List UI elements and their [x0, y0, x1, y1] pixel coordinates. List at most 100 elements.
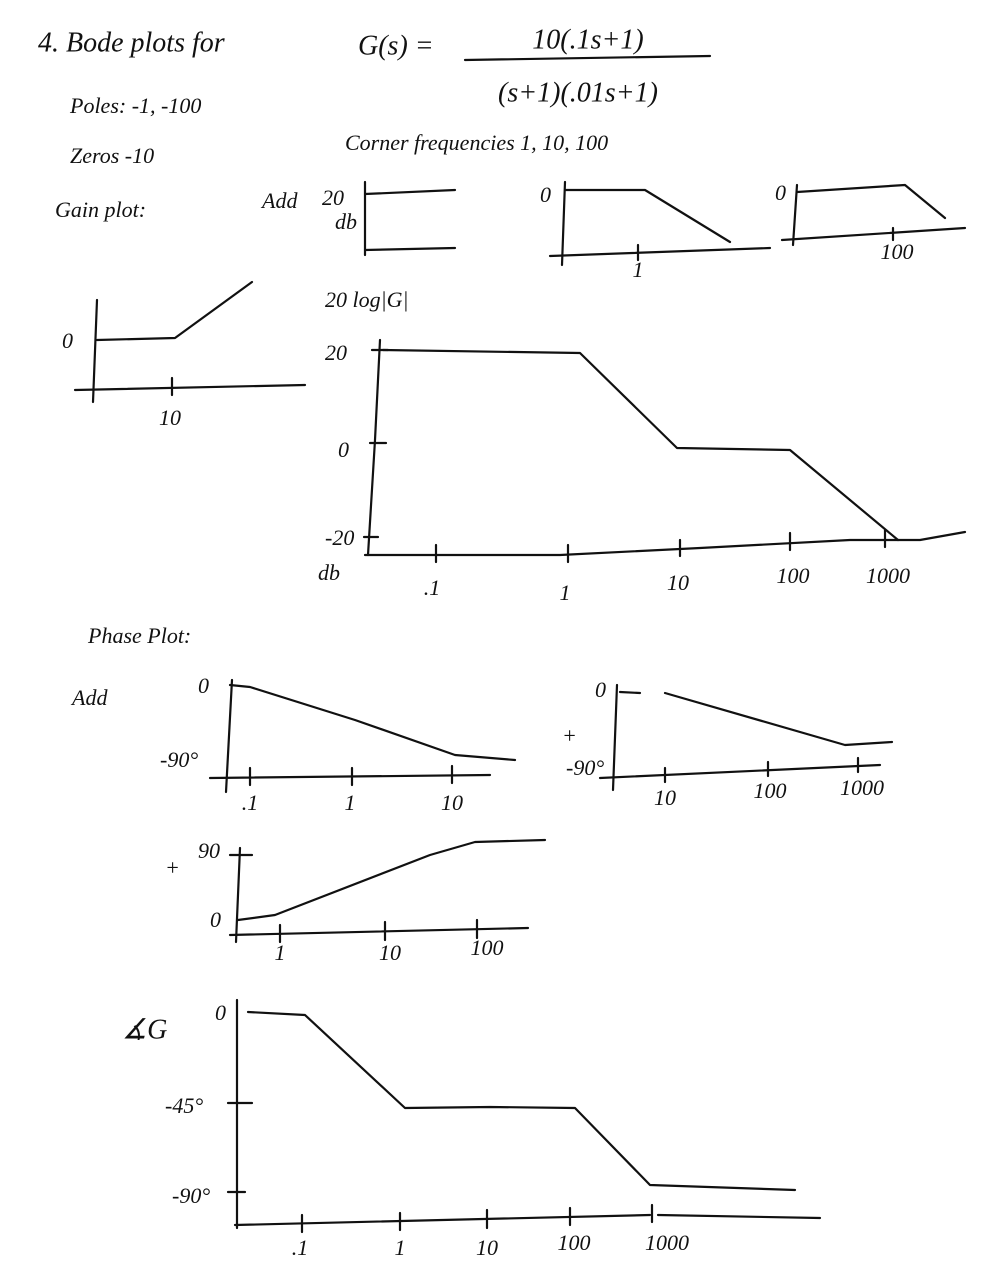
- ticks: [226, 1101, 654, 1234]
- curve: [618, 690, 642, 695]
- phase-sketch-3: + 90 0 1 10 100: [165, 838, 547, 965]
- axis: [780, 226, 967, 242]
- curve: [236, 838, 547, 922]
- gain-sketch-3: 0 100: [775, 180, 967, 264]
- axis: [598, 763, 882, 780]
- denominator: (s+1)(.01s+1): [498, 77, 658, 108]
- x-tick-label: 10: [379, 940, 401, 965]
- zeros: Zeros -10: [70, 143, 154, 168]
- numerator: 10(.1s+1): [532, 24, 643, 55]
- y-tick-label: 20: [325, 340, 347, 365]
- x-tick-label: 1000: [840, 775, 884, 800]
- axis: [791, 183, 799, 247]
- label: Add: [260, 188, 298, 213]
- x-tick-label: 10: [476, 1235, 498, 1260]
- ticks: [248, 764, 454, 787]
- x-tick-label: .1: [292, 1235, 309, 1260]
- curve: [663, 691, 894, 747]
- label: +: [562, 723, 577, 748]
- y-title: 20 log|G|: [325, 287, 409, 312]
- label: 10: [159, 405, 181, 430]
- y-tick-label: 90: [198, 838, 220, 863]
- label: db: [335, 209, 357, 234]
- ticks: [362, 348, 887, 564]
- label: 0: [62, 328, 73, 353]
- x-tick-label: 100: [558, 1230, 591, 1255]
- x-tick-label: 100: [777, 563, 810, 588]
- label: 100: [881, 239, 914, 264]
- axis: [233, 1213, 652, 1227]
- gain-main: 20 log|G| 20 0 -20 db .1 1 10 100 1000: [318, 287, 967, 605]
- poles: Poles: -1, -100: [69, 93, 201, 118]
- phase-sketch-1: 0 -90° .1 1 10: [160, 673, 517, 815]
- label: +: [165, 855, 180, 880]
- x-tick-label: 1: [275, 940, 286, 965]
- fraction-bar: [463, 54, 712, 62]
- y-tick-label: -90°: [172, 1183, 210, 1208]
- axis: [611, 683, 619, 792]
- x-tick-label: 1000: [866, 563, 910, 588]
- label: 0: [775, 180, 786, 205]
- axis: [548, 246, 772, 258]
- gain-sketch-2: 0 1: [540, 180, 772, 282]
- lhs: G(s) =: [358, 30, 434, 61]
- label: 1: [633, 257, 644, 282]
- label: Add: [70, 685, 108, 710]
- axis: [366, 338, 382, 557]
- y-tick-label: -90°: [160, 747, 198, 772]
- x-tick-label: 10: [441, 790, 463, 815]
- y-tick-label: -45°: [165, 1093, 203, 1118]
- axis: [224, 678, 234, 794]
- y-unit: db: [318, 560, 340, 585]
- y-tick-label: -90°: [566, 755, 604, 780]
- x-tick-label: 10: [667, 570, 689, 595]
- y-tick-label: 0: [338, 437, 349, 462]
- x-tick-label: 1: [345, 790, 356, 815]
- x-tick-label: 100: [754, 778, 787, 803]
- y-tick-label: 0: [198, 673, 209, 698]
- label: 0: [540, 182, 551, 207]
- y-title: ∡G: [122, 1014, 167, 1045]
- phase-total: ∡G 0 -45° -90° .1 1 10 100 1000: [122, 998, 822, 1260]
- curve: [246, 1010, 797, 1192]
- title: 4. Bode plots for: [38, 27, 225, 58]
- ticks: [228, 853, 479, 944]
- gain-sketch-4: 0 10: [62, 280, 307, 430]
- curve: [381, 348, 900, 542]
- y-tick-label: -20: [325, 525, 354, 550]
- phase-sketch-2: + 0 -90° 10 100 1000: [562, 677, 894, 810]
- x-tick-label: .1: [424, 575, 441, 600]
- axis: [560, 180, 567, 267]
- x-tick-label: 1: [560, 580, 571, 605]
- y-tick-label: 0: [595, 677, 606, 702]
- gain-heading: Gain plot:: [55, 197, 146, 222]
- axis: [234, 846, 242, 944]
- x-tick-label: 100: [471, 935, 504, 960]
- y-tick-label: 0: [210, 907, 221, 932]
- phase: Phase Plot: Add: [70, 623, 191, 710]
- header: 4. Bode plots for G(s) = 10(.1s+1) (s+1)…: [38, 24, 712, 222]
- axis: [363, 530, 967, 557]
- x-tick-label: 1: [395, 1235, 406, 1260]
- curve: [95, 280, 254, 342]
- x-tick-label: 10: [654, 785, 676, 810]
- curve: [228, 683, 517, 762]
- ticks: [663, 756, 860, 784]
- curve: [363, 188, 457, 196]
- corners: Corner frequencies 1, 10, 100: [345, 130, 608, 155]
- axis: [228, 926, 530, 937]
- x-tick-label: .1: [242, 790, 259, 815]
- x-tick-label: 1000: [645, 1230, 689, 1255]
- y-tick-label: 0: [215, 1000, 226, 1025]
- axis: [656, 1213, 822, 1220]
- phase-heading: Phase Plot:: [87, 623, 191, 648]
- curve: [563, 188, 732, 244]
- curve: [795, 183, 947, 220]
- label: 20: [322, 185, 344, 210]
- axis: [73, 383, 307, 392]
- axis: [91, 298, 99, 404]
- axis: [363, 246, 457, 252]
- axis: [208, 773, 492, 780]
- gain-sketch-1: Add 20 db: [260, 180, 457, 257]
